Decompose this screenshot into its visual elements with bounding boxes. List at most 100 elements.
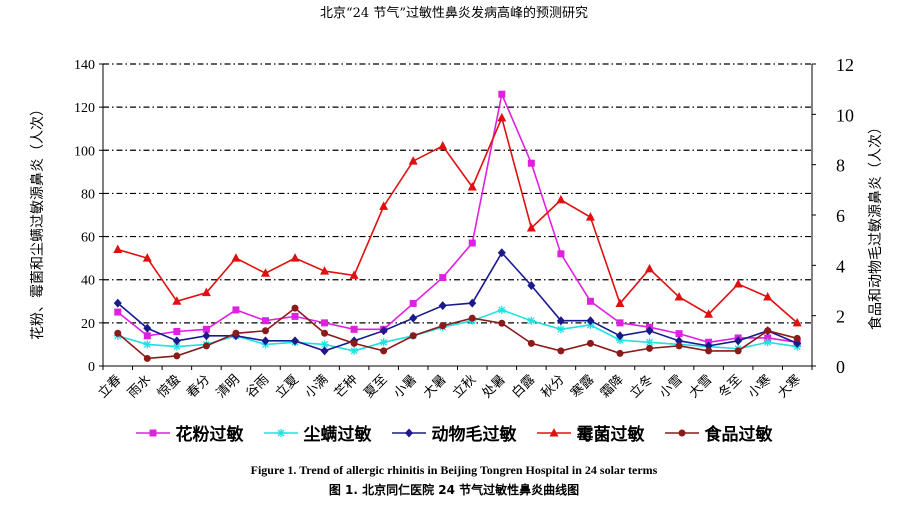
x-tick-label: 小满 bbox=[302, 372, 331, 401]
x-tick-label: 大暑 bbox=[421, 372, 450, 401]
data-point bbox=[763, 338, 772, 347]
x-tick-label: 小雪 bbox=[657, 372, 686, 401]
legend-label: 动物毛过敏 bbox=[431, 425, 517, 445]
data-point bbox=[202, 325, 210, 333]
legend-swatch bbox=[391, 428, 426, 437]
data-point bbox=[380, 347, 388, 355]
data-point bbox=[705, 347, 713, 355]
series-line-3 bbox=[117, 115, 798, 324]
x-tick-label: 春分 bbox=[184, 372, 213, 401]
left-tick-label: 0 bbox=[88, 360, 95, 375]
data-point bbox=[232, 306, 240, 314]
data-point bbox=[438, 301, 447, 311]
data-point bbox=[527, 159, 535, 167]
data-point bbox=[734, 336, 743, 346]
data-point bbox=[408, 156, 418, 165]
data-point bbox=[468, 314, 476, 322]
data-point bbox=[793, 334, 801, 342]
data-point bbox=[586, 297, 594, 305]
data-point bbox=[232, 329, 240, 337]
x-tick-label: 谷雨 bbox=[243, 372, 272, 401]
data-point bbox=[763, 291, 773, 301]
data-point bbox=[764, 334, 772, 342]
data-point bbox=[646, 344, 654, 352]
legend-label: 尘螨过敏 bbox=[303, 425, 372, 445]
figure-caption-cn: 图 1. 北京同仁医院 24 节气过敏性鼻炎曲线图 bbox=[328, 483, 580, 497]
x-tick-label: 立冬 bbox=[627, 372, 657, 402]
left-tick-label: 120 bbox=[74, 101, 95, 116]
allergy-trend-chart: 020406080100120140024681012立春 雨水 惊蛰 春分 清明 谷雨立… bbox=[29, 55, 884, 402]
data-point bbox=[409, 299, 417, 307]
data-point bbox=[409, 332, 417, 340]
data-point bbox=[586, 316, 595, 326]
data-point bbox=[674, 291, 684, 301]
data-point bbox=[114, 329, 122, 337]
data-point bbox=[202, 342, 210, 350]
chart-legend: 花粉过敏 尘螨过敏 动物毛过敏 霉菌过敏 食品过敏 bbox=[0, 420, 908, 445]
data-point bbox=[231, 253, 241, 262]
right-tick-label: 8 bbox=[836, 156, 845, 176]
x-tick-label: 芒种 bbox=[331, 372, 361, 402]
right-tick-label: 6 bbox=[836, 206, 845, 226]
data-point bbox=[290, 253, 300, 262]
data-point bbox=[556, 325, 565, 334]
legend-swatch bbox=[536, 427, 571, 436]
data-point bbox=[379, 338, 388, 347]
series-line-1 bbox=[117, 309, 798, 352]
right-tick-label: 10 bbox=[836, 105, 854, 125]
x-tick-label: 小暑 bbox=[391, 372, 420, 401]
data-point bbox=[764, 327, 772, 335]
data-point bbox=[527, 339, 535, 347]
data-point bbox=[497, 248, 506, 258]
x-tick-label: 夏至 bbox=[361, 372, 390, 401]
page-title: 北京“24 节气”过敏性鼻炎发病高峰的预测研究 bbox=[320, 6, 588, 21]
data-point bbox=[586, 339, 594, 347]
x-tick-label: 白露 bbox=[508, 372, 538, 402]
data-point bbox=[173, 352, 181, 360]
x-tick-label: 惊蛰 bbox=[155, 372, 184, 401]
data-point bbox=[350, 346, 359, 355]
data-point bbox=[585, 212, 595, 221]
data-point bbox=[113, 298, 122, 308]
x-tick-label: 寒露 bbox=[568, 372, 598, 402]
left-tick-label: 20 bbox=[81, 317, 95, 332]
data-point bbox=[557, 250, 565, 258]
right-tick-label: 4 bbox=[836, 256, 845, 276]
data-point bbox=[172, 336, 181, 346]
x-tick-label: 雨水 bbox=[125, 372, 154, 401]
data-point bbox=[261, 327, 269, 335]
data-point bbox=[438, 140, 448, 150]
x-tick-label: 霜降 bbox=[598, 372, 627, 401]
data-point bbox=[467, 181, 477, 191]
data-point bbox=[261, 317, 269, 325]
data-point bbox=[645, 338, 654, 347]
data-point bbox=[526, 222, 536, 232]
x-tick-label: 立秋 bbox=[450, 372, 479, 401]
data-point bbox=[379, 326, 388, 336]
left-tick-label: 60 bbox=[81, 231, 95, 246]
data-point bbox=[645, 263, 655, 273]
legend-item: 霉菌过敏 bbox=[536, 420, 645, 445]
x-tick-label: 大寒 bbox=[774, 372, 804, 402]
left-tick-label: 80 bbox=[81, 187, 95, 202]
data-point bbox=[615, 331, 624, 341]
data-point bbox=[172, 296, 182, 305]
data-point bbox=[734, 347, 742, 355]
legend-item: 食品过敏 bbox=[664, 420, 773, 445]
data-point bbox=[320, 266, 330, 275]
data-point bbox=[143, 323, 152, 333]
x-tick-label: 清明 bbox=[214, 372, 243, 401]
legend-label: 霉菌过敏 bbox=[576, 425, 645, 445]
data-point bbox=[142, 253, 152, 262]
data-point bbox=[291, 312, 299, 320]
data-point bbox=[261, 336, 270, 346]
left-tick-label: 100 bbox=[74, 144, 95, 159]
data-point bbox=[291, 304, 299, 312]
data-point bbox=[201, 287, 211, 297]
data-point bbox=[349, 270, 359, 279]
data-point bbox=[792, 317, 802, 327]
data-point bbox=[409, 313, 418, 323]
right-tick-label: 0 bbox=[836, 357, 845, 377]
legend-swatch bbox=[664, 429, 699, 436]
x-tick-label: 秋分 bbox=[539, 372, 568, 401]
